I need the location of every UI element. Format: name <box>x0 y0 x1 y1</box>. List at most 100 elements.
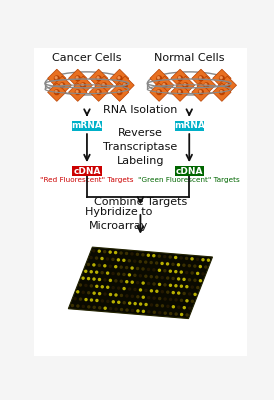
Circle shape <box>194 279 196 281</box>
Polygon shape <box>176 76 195 94</box>
Circle shape <box>136 253 138 255</box>
Text: Hybridize to
Microarray: Hybridize to Microarray <box>85 207 152 230</box>
Circle shape <box>225 83 230 88</box>
Circle shape <box>157 90 161 94</box>
Circle shape <box>85 270 87 272</box>
Circle shape <box>175 285 177 287</box>
Circle shape <box>186 314 188 316</box>
Circle shape <box>199 76 203 81</box>
Circle shape <box>142 296 144 298</box>
Circle shape <box>77 291 79 293</box>
Polygon shape <box>192 83 210 101</box>
Circle shape <box>145 275 147 277</box>
Circle shape <box>142 310 144 312</box>
Circle shape <box>175 271 177 273</box>
Circle shape <box>202 273 204 275</box>
Circle shape <box>117 76 122 81</box>
Circle shape <box>150 290 152 292</box>
Circle shape <box>99 307 101 309</box>
Circle shape <box>169 270 171 272</box>
Circle shape <box>192 300 193 302</box>
Circle shape <box>186 286 188 288</box>
Circle shape <box>102 83 107 88</box>
Circle shape <box>136 268 139 270</box>
Circle shape <box>112 258 114 260</box>
Circle shape <box>118 90 120 92</box>
Circle shape <box>186 300 188 302</box>
Circle shape <box>183 83 188 88</box>
Circle shape <box>197 272 199 274</box>
Circle shape <box>158 255 160 257</box>
Circle shape <box>96 90 101 94</box>
Circle shape <box>98 278 101 280</box>
Polygon shape <box>48 69 66 88</box>
Circle shape <box>96 285 98 287</box>
Circle shape <box>134 274 136 276</box>
Circle shape <box>60 83 65 88</box>
Circle shape <box>194 265 196 267</box>
Circle shape <box>131 267 133 269</box>
Circle shape <box>98 264 100 266</box>
Circle shape <box>104 251 106 253</box>
Circle shape <box>178 278 179 280</box>
Circle shape <box>175 299 177 301</box>
Polygon shape <box>68 69 87 88</box>
Polygon shape <box>213 69 231 88</box>
Circle shape <box>189 307 191 309</box>
Circle shape <box>164 298 166 300</box>
Circle shape <box>129 302 131 304</box>
Polygon shape <box>110 69 129 88</box>
Circle shape <box>126 266 128 268</box>
Circle shape <box>167 305 169 307</box>
Circle shape <box>90 257 92 259</box>
Circle shape <box>96 76 101 81</box>
Circle shape <box>121 308 122 310</box>
Circle shape <box>172 292 174 294</box>
Circle shape <box>156 262 158 264</box>
Circle shape <box>75 76 80 81</box>
Circle shape <box>93 264 95 266</box>
Circle shape <box>178 90 182 94</box>
Circle shape <box>131 281 133 283</box>
Circle shape <box>90 299 92 301</box>
Circle shape <box>189 265 190 267</box>
Circle shape <box>170 312 172 314</box>
Circle shape <box>145 304 147 306</box>
Circle shape <box>74 298 76 300</box>
Circle shape <box>172 263 174 265</box>
Circle shape <box>107 272 109 274</box>
Circle shape <box>76 90 78 92</box>
Circle shape <box>120 266 122 268</box>
Circle shape <box>115 308 117 310</box>
Circle shape <box>181 314 183 316</box>
Polygon shape <box>48 83 66 101</box>
Circle shape <box>90 271 92 273</box>
Circle shape <box>55 90 59 94</box>
Circle shape <box>150 276 152 278</box>
Circle shape <box>178 76 182 81</box>
Circle shape <box>142 268 144 270</box>
Circle shape <box>153 283 155 285</box>
Text: Cancer Cells: Cancer Cells <box>52 53 122 63</box>
Text: cDNA: cDNA <box>73 167 101 176</box>
Polygon shape <box>171 69 189 88</box>
Circle shape <box>145 261 147 263</box>
Circle shape <box>112 301 114 303</box>
Circle shape <box>99 293 101 295</box>
Text: Combine Targets: Combine Targets <box>94 197 187 207</box>
Circle shape <box>79 298 82 300</box>
Circle shape <box>167 291 169 293</box>
Circle shape <box>204 83 209 88</box>
Circle shape <box>153 255 155 257</box>
Circle shape <box>207 259 209 261</box>
Ellipse shape <box>147 72 231 95</box>
Polygon shape <box>68 247 213 318</box>
Circle shape <box>199 266 201 268</box>
Circle shape <box>123 84 125 86</box>
Circle shape <box>82 277 84 279</box>
Circle shape <box>157 76 161 81</box>
Polygon shape <box>89 83 108 101</box>
FancyBboxPatch shape <box>175 166 204 176</box>
Text: mRNA: mRNA <box>174 121 205 130</box>
Circle shape <box>148 282 150 284</box>
